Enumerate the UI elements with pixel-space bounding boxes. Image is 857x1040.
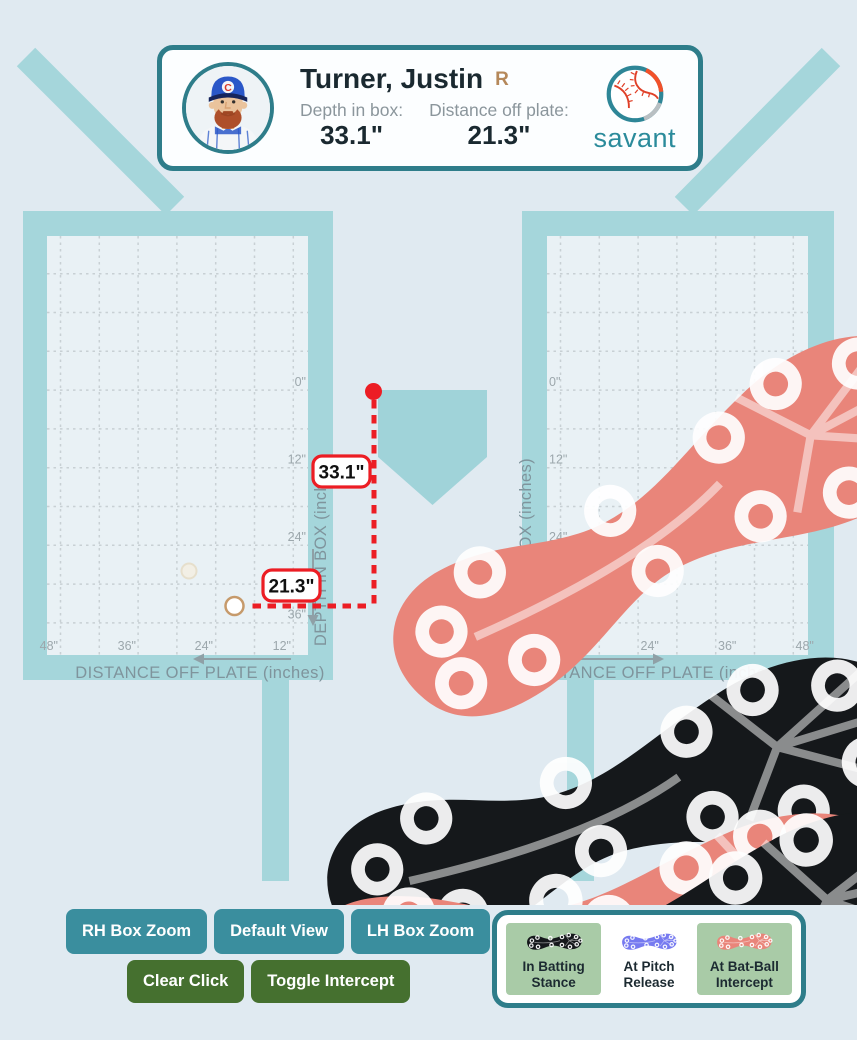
- depth-stat-value: 33.1": [320, 119, 384, 150]
- pitch-release-point: [180, 562, 198, 580]
- tick-label: 36": [718, 639, 736, 653]
- lh-x-axis-label: DISTANCE OFF PLATE (inches): [531, 664, 780, 682]
- tick-label: 24": [641, 639, 659, 653]
- default-view-button[interactable]: Default View: [214, 909, 344, 954]
- tick-label: 36": [118, 639, 136, 653]
- player-card: C Turner, Justin R Depth in box: 33.1" Di…: [157, 45, 703, 171]
- svg-text:C: C: [224, 82, 232, 94]
- lane-band-left: [262, 660, 289, 881]
- tick-label: 36": [288, 608, 306, 622]
- tick-label: 12": [549, 453, 567, 467]
- foul-line-right: [674, 47, 841, 216]
- player-name: Turner, Justin: [300, 63, 484, 95]
- intercept-cleat-icon: [713, 929, 775, 956]
- rh-grid: [47, 236, 308, 655]
- legend-item-batting-stance[interactable]: In Batting Stance: [506, 922, 602, 996]
- tick-label: 48": [40, 639, 58, 653]
- depth-stat-label: Depth in box:: [300, 100, 404, 121]
- stance-cleat-icon: [523, 929, 585, 956]
- tick-label: 24": [288, 530, 306, 544]
- rh-box-zoom-button[interactable]: RH Box Zoom: [66, 909, 208, 954]
- tick-label: 0": [549, 375, 560, 389]
- tick-label: 0": [295, 375, 306, 389]
- off-plate-stat: Distance off plate: 21.3": [429, 100, 569, 150]
- off-plate-stat-value: 21.3": [467, 119, 531, 150]
- avatar: C: [182, 62, 274, 154]
- release-cleat-icon: [618, 929, 680, 956]
- footprint-legend: In Batting Stance At Pitch Release At Ba…: [492, 910, 806, 1008]
- player-photo: C: [186, 66, 270, 150]
- off-plate-measurement-label: 21.3": [261, 568, 322, 603]
- tick-label: 48": [796, 639, 814, 653]
- rh-x-axis-label: DISTANCE OFF PLATE (inches): [75, 664, 324, 682]
- legend-label: In Batting Stance: [522, 958, 585, 990]
- legend-item-pitch-release[interactable]: At Pitch Release: [601, 923, 696, 995]
- rh-x-axis-arrow: [193, 653, 291, 665]
- svg-text:33.1": 33.1": [319, 463, 365, 484]
- measurement-dashed-lines: [247, 400, 377, 609]
- legend-label: At Pitch Release: [623, 958, 675, 990]
- stats-row: Depth in box: 33.1" Distance off plate: …: [300, 100, 569, 150]
- handedness-badge: R: [495, 69, 509, 91]
- action-buttons-row: Clear Click Toggle Intercept: [127, 960, 411, 1003]
- tick-label: 12": [288, 453, 306, 467]
- tick-label: 24": [195, 639, 213, 653]
- baseball-icon: [606, 65, 664, 123]
- depth-stat: Depth in box: 33.1": [300, 100, 403, 150]
- toggle-intercept-button[interactable]: Toggle Intercept: [251, 960, 411, 1003]
- legend-label: At Bat-Ball Intercept: [709, 958, 779, 990]
- svg-text:21.3": 21.3": [269, 577, 315, 598]
- foul-line-left: [16, 47, 185, 216]
- clear-click-button[interactable]: Clear Click: [127, 960, 245, 1003]
- lh-box-zoom-button[interactable]: LH Box Zoom: [350, 909, 491, 954]
- tick-label: 12": [273, 639, 291, 653]
- depth-measurement-label: 33.1": [311, 454, 372, 489]
- plate-corner-point: [365, 383, 382, 400]
- home-plate: [378, 390, 487, 505]
- view-buttons-row: RH Box Zoom Default View LH Box Zoom: [66, 909, 491, 954]
- off-plate-stat-label: Distance off plate:: [429, 100, 569, 121]
- savant-wordmark: savant: [593, 123, 676, 153]
- savant-logo: savant: [593, 64, 676, 152]
- click-point-marker[interactable]: [224, 595, 245, 617]
- batter-box-field: 48" 36" 24" 12" 0" 12" 24" 36" 12" 24" 3…: [16, 47, 857, 905]
- legend-item-bat-ball-intercept[interactable]: At Bat-Ball Intercept: [696, 922, 792, 996]
